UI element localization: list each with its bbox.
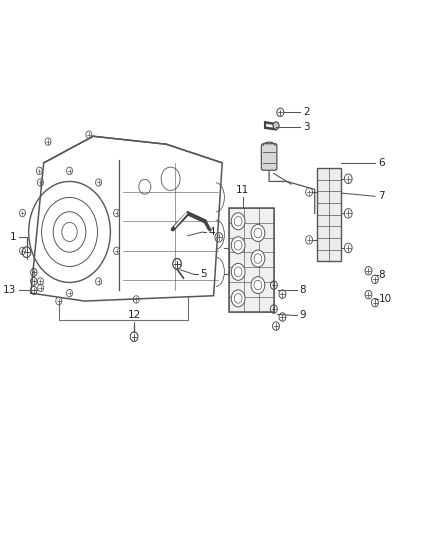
Circle shape	[251, 277, 265, 294]
FancyBboxPatch shape	[261, 144, 277, 170]
Text: 11: 11	[236, 185, 250, 195]
Circle shape	[231, 290, 245, 307]
Circle shape	[251, 250, 265, 267]
Text: 13: 13	[3, 286, 16, 295]
Text: 6: 6	[378, 158, 385, 168]
Text: 10: 10	[378, 294, 392, 304]
Text: 9: 9	[299, 310, 306, 320]
Text: 7: 7	[378, 191, 385, 201]
Text: 4: 4	[208, 227, 215, 237]
Circle shape	[231, 213, 245, 230]
Circle shape	[251, 224, 265, 241]
Circle shape	[273, 122, 279, 130]
Text: 2: 2	[303, 107, 310, 117]
Text: 12: 12	[127, 310, 141, 320]
FancyBboxPatch shape	[317, 168, 340, 261]
FancyBboxPatch shape	[229, 208, 274, 312]
Text: 1: 1	[10, 232, 17, 243]
Circle shape	[231, 237, 245, 254]
Text: 8: 8	[378, 270, 385, 280]
Text: 5: 5	[200, 270, 207, 279]
Text: 8: 8	[299, 286, 306, 295]
Circle shape	[231, 263, 245, 280]
Text: 3: 3	[303, 122, 310, 132]
